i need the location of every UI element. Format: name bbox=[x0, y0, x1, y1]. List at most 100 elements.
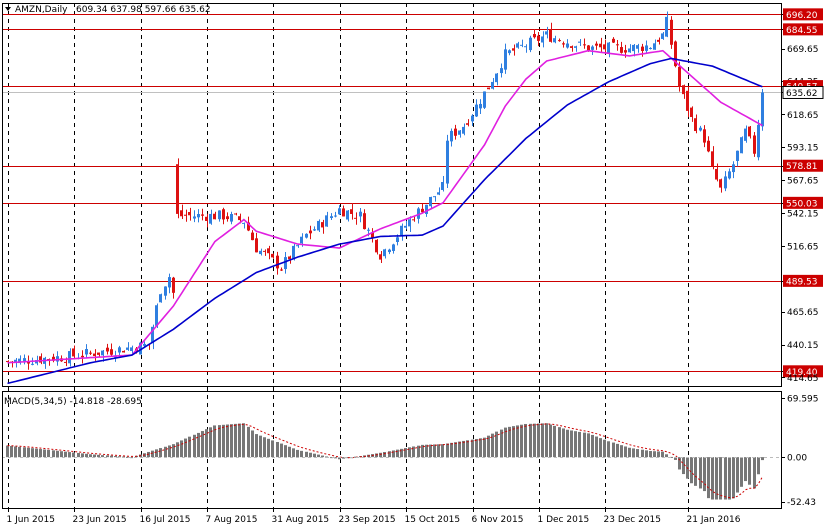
macd-bar bbox=[620, 445, 623, 458]
candle-body bbox=[404, 225, 407, 228]
candle-body bbox=[475, 104, 478, 117]
macd-bar bbox=[645, 450, 648, 458]
macd-bar bbox=[213, 425, 216, 458]
candle-body bbox=[495, 73, 498, 83]
macd-bar bbox=[417, 445, 420, 458]
macd-bar bbox=[31, 448, 34, 458]
candle-body bbox=[118, 347, 121, 353]
macd-bar bbox=[753, 457, 756, 489]
macd-bar bbox=[583, 432, 586, 458]
candle-body bbox=[732, 164, 735, 173]
macd-bar bbox=[151, 450, 154, 458]
macd-bar bbox=[255, 434, 258, 458]
candle-body bbox=[180, 210, 183, 217]
candle-body bbox=[417, 208, 420, 219]
macd-bar bbox=[209, 427, 212, 458]
macd-y-tick-label: 69.595 bbox=[787, 395, 819, 405]
x-tick-label: 16 Jul 2015 bbox=[140, 515, 191, 525]
macd-bar bbox=[81, 453, 84, 458]
candle-body bbox=[263, 250, 266, 252]
macd-bar bbox=[309, 452, 312, 458]
vertical-grid bbox=[8, 3, 689, 508]
candle-body bbox=[558, 40, 561, 42]
macd-bar bbox=[441, 444, 444, 458]
candle-body bbox=[408, 219, 411, 227]
candle-body bbox=[101, 350, 104, 356]
macd-bar bbox=[325, 456, 328, 458]
price-flag bbox=[783, 274, 823, 287]
macd-bar bbox=[271, 440, 274, 458]
macd-bar bbox=[114, 455, 117, 458]
macd-bar bbox=[628, 447, 631, 458]
macd-bar bbox=[288, 446, 291, 458]
candle-body bbox=[690, 107, 693, 118]
macd-bar bbox=[47, 449, 50, 458]
candle-body bbox=[309, 230, 312, 234]
candle-body bbox=[172, 277, 175, 293]
candle-body bbox=[541, 36, 544, 43]
candle-body bbox=[139, 342, 142, 355]
candle-body bbox=[421, 208, 424, 213]
candle-body bbox=[209, 213, 212, 224]
macd-bar bbox=[508, 426, 511, 458]
x-tick-label: 1 Dec 2015 bbox=[538, 515, 590, 525]
candle-body bbox=[159, 294, 162, 303]
candle-body bbox=[234, 213, 237, 215]
macd-bar bbox=[313, 453, 316, 458]
macd-bar bbox=[201, 431, 204, 458]
candle-body bbox=[168, 277, 171, 288]
candle-body bbox=[462, 126, 465, 134]
y-tick-label: 669.65 bbox=[787, 45, 819, 55]
candle-body bbox=[587, 45, 590, 52]
candle-body bbox=[736, 150, 739, 161]
candle-body bbox=[230, 214, 233, 222]
candle-body bbox=[72, 348, 75, 357]
macd-bar bbox=[512, 426, 515, 458]
macd-bar bbox=[616, 443, 619, 458]
macd-bar bbox=[566, 429, 569, 458]
candle-body bbox=[367, 229, 370, 231]
candle-body bbox=[533, 34, 536, 38]
macd-bar bbox=[392, 450, 395, 458]
macd-bar bbox=[346, 457, 349, 459]
macd-bar bbox=[719, 457, 722, 500]
macd-bar bbox=[495, 431, 498, 458]
candle-body bbox=[68, 351, 71, 364]
macd-bar bbox=[446, 443, 449, 458]
macd-bar bbox=[164, 446, 167, 458]
macd-histogram bbox=[2, 423, 781, 500]
dropdown-arrow-icon[interactable] bbox=[5, 7, 11, 11]
macd-bar bbox=[159, 448, 162, 458]
macd-bar bbox=[500, 429, 503, 458]
macd-bar bbox=[404, 448, 407, 458]
candle-body bbox=[325, 215, 328, 227]
macd-bar bbox=[330, 457, 333, 459]
candle-body bbox=[64, 361, 67, 363]
x-tick-label: 21 Jan 2016 bbox=[687, 515, 741, 525]
candle-body bbox=[744, 128, 747, 141]
macd-bar bbox=[68, 452, 71, 458]
macd-bar bbox=[130, 457, 133, 459]
y-tick-label: 516.65 bbox=[787, 242, 819, 252]
candle-body bbox=[213, 213, 216, 220]
candle-body bbox=[130, 347, 133, 351]
candle-body bbox=[396, 237, 399, 243]
macd-bar bbox=[27, 447, 30, 458]
macd-bar bbox=[541, 423, 544, 458]
candle-body bbox=[537, 35, 540, 41]
candle-body bbox=[23, 358, 26, 362]
price-level-lines bbox=[2, 14, 781, 372]
macd-bar bbox=[744, 457, 747, 482]
candle-body bbox=[425, 204, 428, 214]
macd-bar bbox=[732, 457, 735, 499]
candle-body bbox=[300, 236, 303, 244]
macd-bar bbox=[545, 423, 548, 458]
candle-body bbox=[354, 217, 357, 219]
macd-bar bbox=[520, 424, 523, 458]
price-flag bbox=[783, 196, 823, 209]
price-flag-label: 684.55 bbox=[786, 26, 818, 36]
candle-body bbox=[330, 216, 333, 219]
macd-bar bbox=[682, 457, 685, 475]
